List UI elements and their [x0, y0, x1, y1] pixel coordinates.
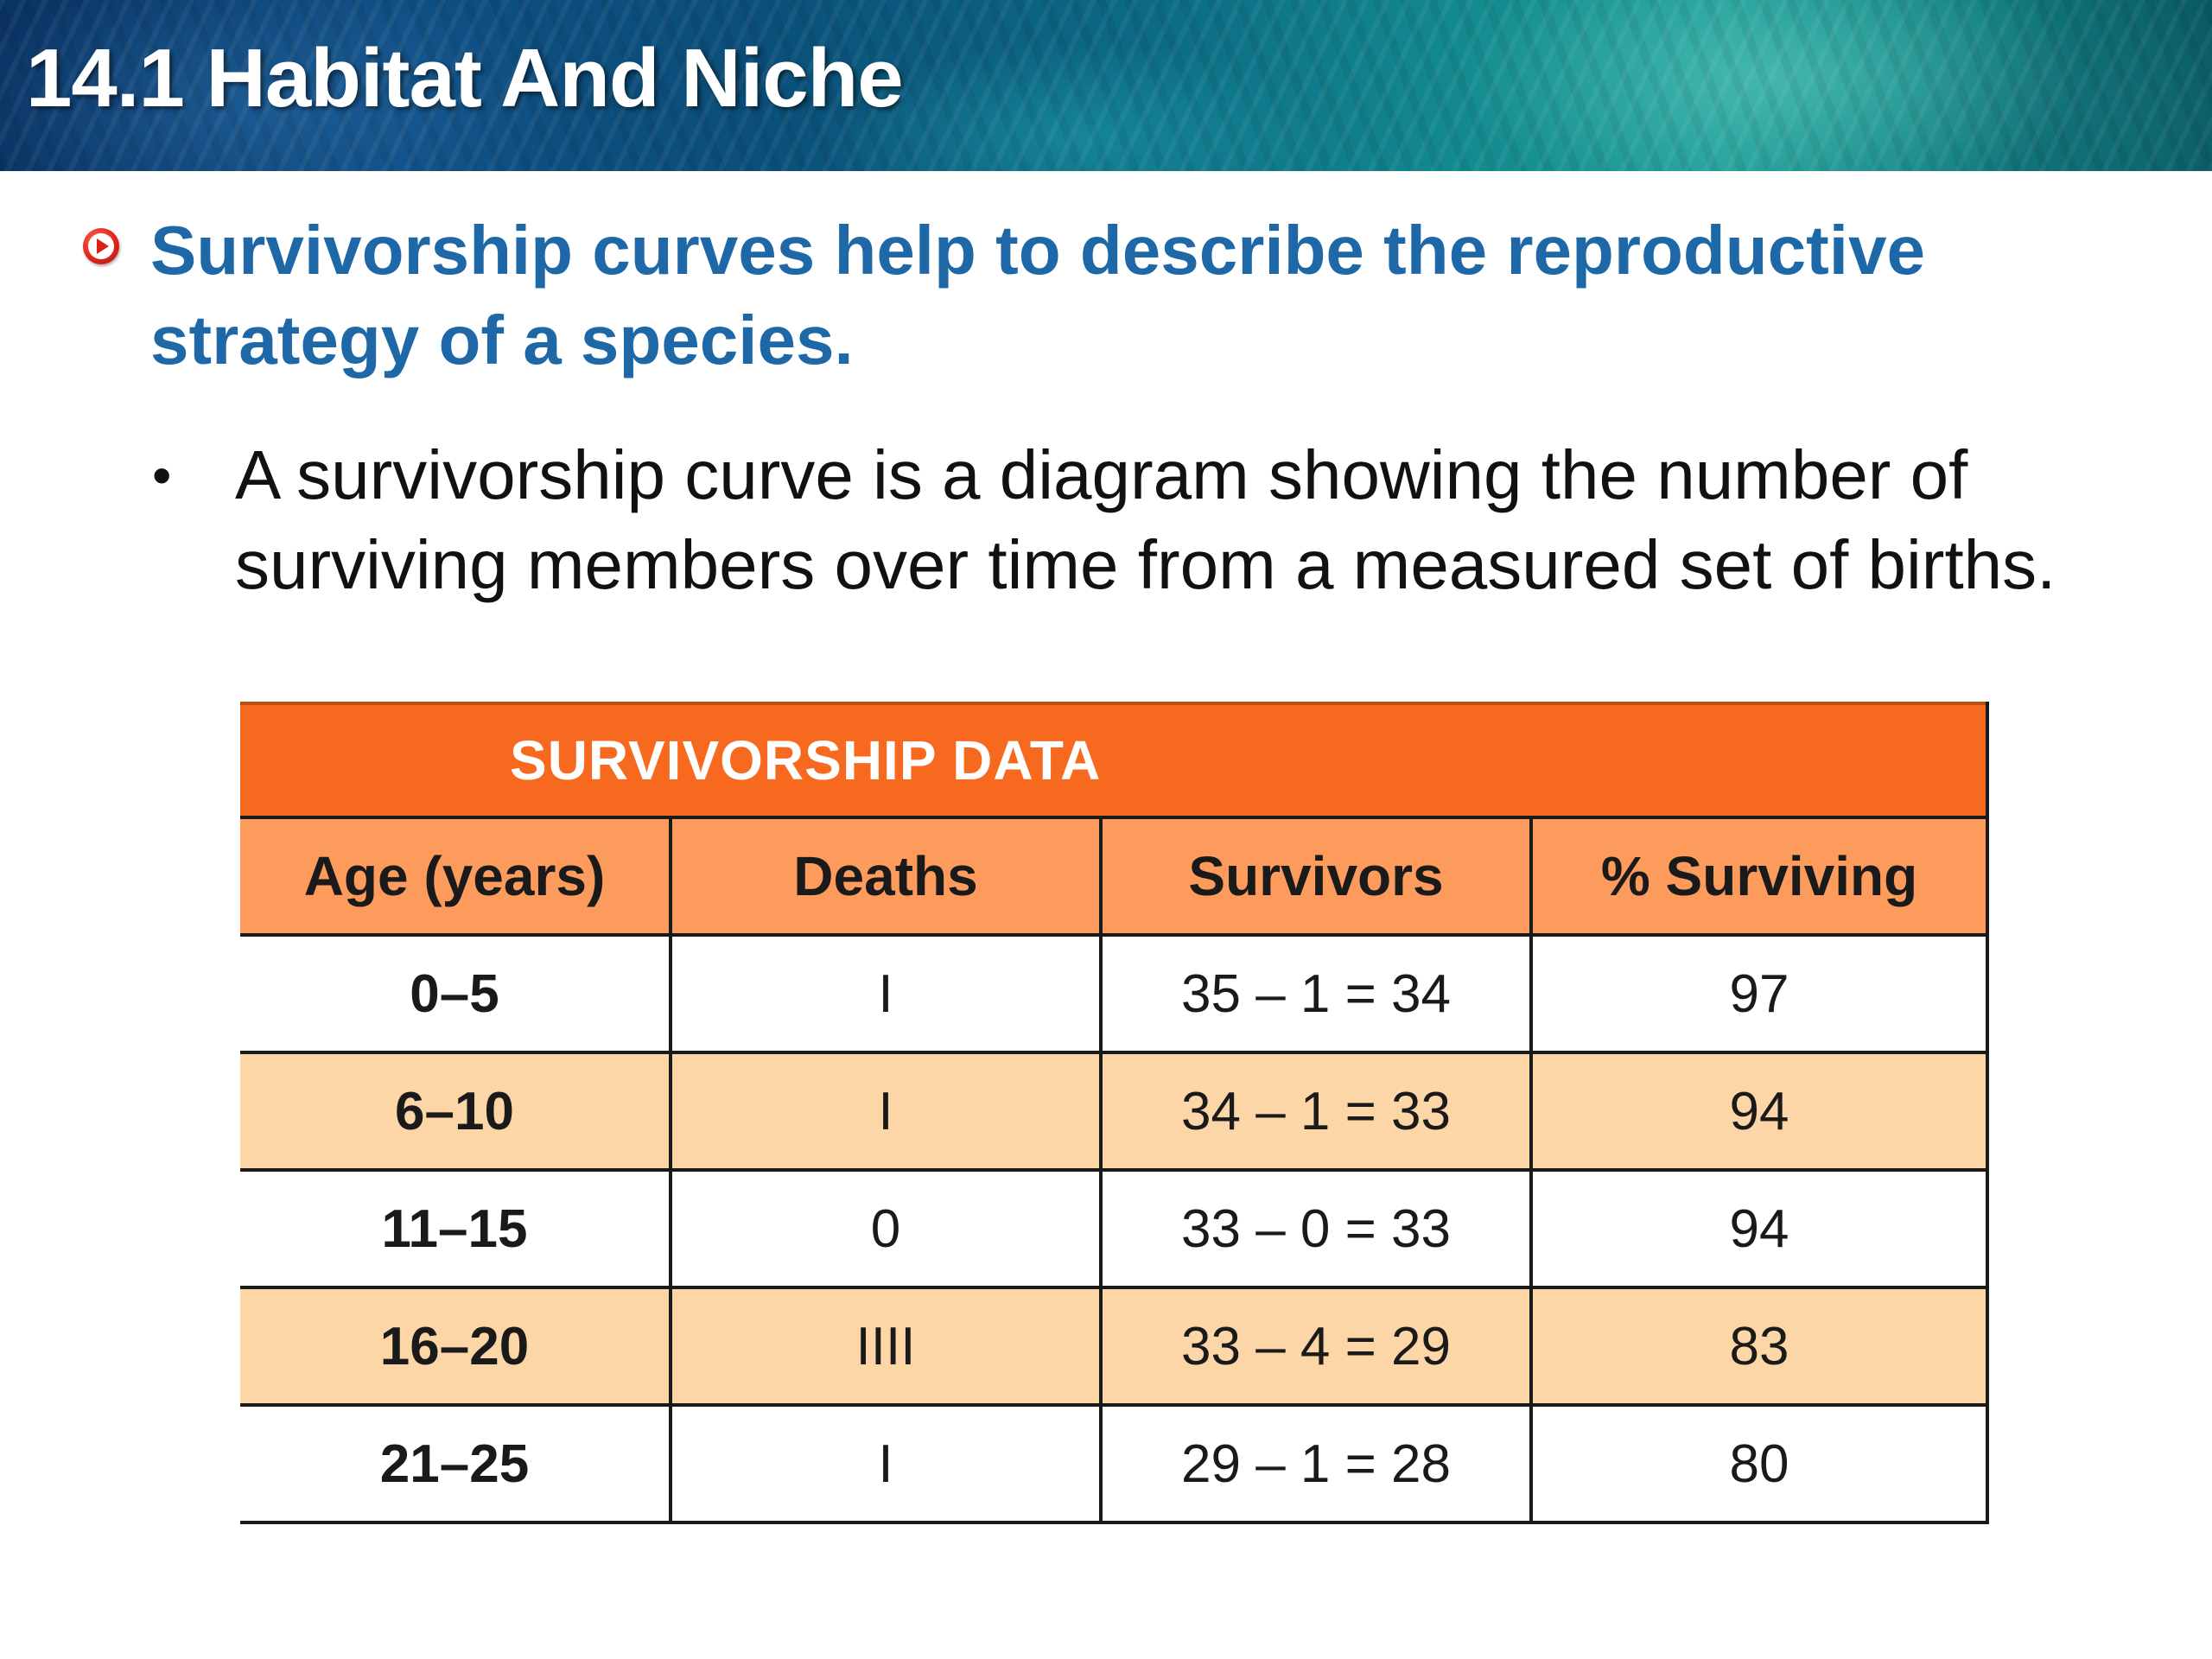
cell-deaths: I [669, 933, 1103, 1054]
table-title-cell: SURVIVORSHIP DATA [240, 702, 1989, 819]
cell-deaths: I [669, 1051, 1103, 1172]
cell-survivors: 33 – 4 = 29 [1099, 1286, 1533, 1407]
cell-percent-surviving: 97 [1529, 933, 1989, 1054]
sub-point: • A survivorship curve is a diagram show… [152, 430, 2200, 610]
cell-deaths: 0 [669, 1168, 1103, 1289]
table-title: SURVIVORSHIP DATA [510, 729, 1102, 791]
cell-age: 16–20 [240, 1286, 672, 1407]
slide-header: 14.1 Habitat And Niche [0, 0, 2212, 171]
slide-title: 14.1 Habitat And Niche [26, 32, 904, 124]
cell-age: 11–15 [240, 1168, 672, 1289]
table-row: 6–10 I 34 – 1 = 33 94 [240, 1051, 1989, 1172]
survivorship-table-container: SURVIVORSHIP DATA Age (years) Deaths Sur… [240, 702, 1989, 1524]
cell-percent-surviving: 80 [1529, 1403, 1989, 1524]
column-header-survivors: Survivors [1099, 816, 1533, 937]
table-row: 11–15 0 33 – 0 = 33 94 [240, 1168, 1989, 1289]
cell-deaths: IIII [669, 1286, 1103, 1407]
table-header-row: Age (years) Deaths Survivors % Surviving [240, 816, 1989, 937]
main-point-text: Survivorship curves help to describe the… [150, 212, 1925, 378]
survivorship-data-table: SURVIVORSHIP DATA Age (years) Deaths Sur… [240, 702, 1989, 1524]
cell-deaths: I [669, 1403, 1103, 1524]
table-row: 16–20 IIII 33 – 4 = 29 83 [240, 1286, 1989, 1407]
bullet-dot-icon: • [152, 444, 172, 506]
cell-survivors: 29 – 1 = 28 [1099, 1403, 1533, 1524]
main-point: Survivorship curves help to describe the… [83, 206, 2174, 385]
cell-age: 6–10 [240, 1051, 672, 1172]
table-row: 21–25 I 29 – 1 = 28 80 [240, 1403, 1989, 1524]
table-title-row: SURVIVORSHIP DATA [240, 702, 1989, 819]
column-header-age: Age (years) [240, 816, 672, 937]
column-header-deaths: Deaths [669, 816, 1103, 937]
column-header-percent-surviving: % Surviving [1529, 816, 1989, 937]
table-row: 0–5 I 35 – 1 = 34 97 [240, 933, 1989, 1054]
cell-age: 21–25 [240, 1403, 672, 1524]
sub-point-text: A survivorship curve is a diagram showin… [235, 436, 2056, 603]
cell-percent-surviving: 94 [1529, 1051, 1989, 1172]
cell-percent-surviving: 94 [1529, 1168, 1989, 1289]
cell-percent-surviving: 83 [1529, 1286, 1989, 1407]
red-arrow-bullet-icon [83, 228, 119, 264]
cell-survivors: 34 – 1 = 33 [1099, 1051, 1533, 1172]
header-background-texture [0, 0, 2212, 171]
cell-age: 0–5 [240, 933, 672, 1054]
cell-survivors: 33 – 0 = 33 [1099, 1168, 1533, 1289]
cell-survivors: 35 – 1 = 34 [1099, 933, 1533, 1054]
